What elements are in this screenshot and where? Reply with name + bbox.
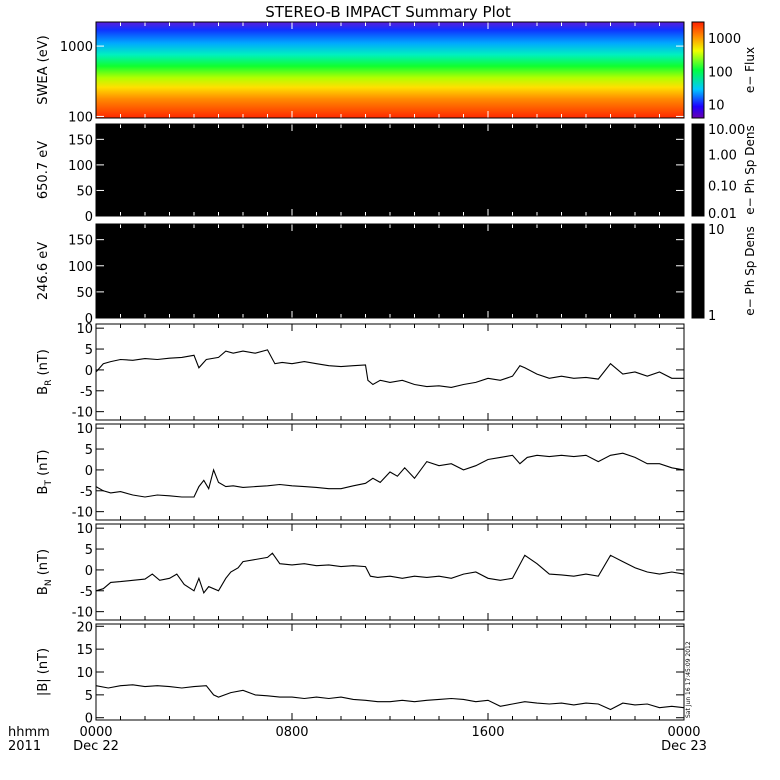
y-tick-label: 50 (76, 184, 93, 199)
series-line (95, 684, 685, 711)
y-tick-label: -5 (80, 485, 93, 500)
colorbar-tick-label: 10 (708, 223, 725, 238)
panel-pad_650: 150 100 50 0 650.7 eV 10.00 1.00 0.10 0.01 e− Ph … (36, 123, 757, 225)
spectrogram (96, 22, 684, 118)
colorbar-tick-label: 100 (708, 65, 733, 80)
colorbar (691, 21, 705, 119)
colorbar-tick-label: 1000 (708, 32, 741, 47)
y-tick-label: 0 (85, 564, 93, 579)
colorbar-label: e− Ph Sp Dens (743, 226, 757, 315)
panel-frame (95, 223, 685, 319)
series-line (95, 552, 685, 595)
panel-frame (95, 623, 685, 721)
y-tick-label: -10 (72, 506, 93, 521)
y-tick-label: 150 (68, 133, 93, 148)
y-tick-label: -10 (72, 406, 93, 421)
y-tick-label: 10 (76, 522, 93, 537)
pad-heatmap (96, 224, 684, 318)
x-corner-bottom: 2011 (8, 739, 41, 754)
colorbar-tick-label: 1 (708, 309, 716, 324)
y-tick-label: 0 (85, 712, 93, 727)
y-tick-label: 100 (68, 159, 93, 174)
x-corner-top: hhmm (8, 725, 50, 740)
y-tick-label: 10 (76, 422, 93, 437)
panel-swea: 1000 100 SWEA (eV) 1000 100 10 e− Flux (36, 21, 757, 125)
y-tick-label: -5 (80, 385, 93, 400)
panel-bn: 10 5 0 -5 -10 BN (nT) (36, 522, 685, 621)
x-tick-label-1: 0800 (275, 725, 308, 740)
panel-pad_246: 150 100 50 0 246.6 eV 10 1 e− Ph Sp Dens (36, 223, 757, 327)
colorbar-label: e− Ph Sp Dens (743, 125, 757, 214)
colorbar-tick-label: 0.01 (708, 207, 737, 222)
y-axis-label: BT (nT) (36, 450, 54, 495)
colorbar-label: e− Flux (743, 47, 757, 93)
y-axis-label: SWEA (eV) (36, 35, 51, 104)
x-tick-label-0: 0000 (79, 725, 112, 740)
y-tick-label: 10 (76, 666, 93, 681)
y-tick-label: 5 (85, 443, 93, 458)
y-axis-label: |B| (nT) (36, 648, 51, 696)
colorbar (691, 123, 705, 217)
y-tick-label: 100 (68, 260, 93, 275)
y-tick-label: 100 (68, 110, 93, 125)
chart-title: STEREO-B IMPACT Summary Plot (265, 3, 511, 21)
y-axis-label: BR (nT) (36, 349, 54, 395)
panel-frame (95, 523, 685, 621)
y-axis-label: 246.6 eV (36, 242, 51, 300)
y-tick-label: -10 (72, 606, 93, 621)
timestamp: Sat Jun 16 17:45:09 2012 (685, 641, 692, 718)
x-tick-label-3: 0000 (667, 725, 700, 740)
y-axis-label: BN (nT) (36, 549, 54, 595)
y-tick-label: 0 (85, 312, 93, 327)
colorbar-tick-label: 10.00 (708, 123, 745, 138)
y-tick-label: 1000 (60, 40, 93, 55)
colorbar-tick-label: 0.10 (708, 179, 737, 194)
panel-frame (95, 323, 685, 421)
series-line (95, 452, 685, 498)
panel-bmag: 20 15 10 5 0 |B| (nT) (36, 620, 685, 727)
panel-frame (95, 123, 685, 217)
colorbar-tick-label: 10 (708, 99, 725, 114)
y-tick-label: 15 (76, 643, 93, 658)
panel-bt: 10 5 0 -5 -10 BT (nT) (36, 422, 685, 521)
panel-frame (95, 423, 685, 521)
series-line (95, 349, 684, 388)
y-tick-label: -5 (80, 585, 93, 600)
y-tick-label: 0 (85, 210, 93, 225)
y-tick-label: 5 (85, 343, 93, 358)
panel-frame (95, 21, 685, 119)
y-tick-label: 10 (76, 322, 93, 337)
x-date-label-0: Dec 22 (73, 739, 119, 754)
y-tick-label: 5 (85, 543, 93, 558)
y-tick-label: 0 (85, 364, 93, 379)
y-axis-label: 650.7 eV (36, 141, 51, 199)
y-tick-label: 50 (76, 286, 93, 301)
colorbar (691, 223, 705, 319)
y-tick-label: 5 (85, 689, 93, 704)
pad-heatmap (96, 124, 684, 216)
panel-br: 10 5 0 -5 -10 BR (nT) (36, 322, 685, 421)
x-date-label-1: Dec 23 (661, 739, 707, 754)
x-tick-label-2: 1600 (471, 725, 504, 740)
y-tick-label: 0 (85, 464, 93, 479)
y-tick-label: 20 (76, 620, 93, 635)
y-tick-label: 150 (68, 234, 93, 249)
colorbar-tick-label: 1.00 (708, 149, 737, 164)
